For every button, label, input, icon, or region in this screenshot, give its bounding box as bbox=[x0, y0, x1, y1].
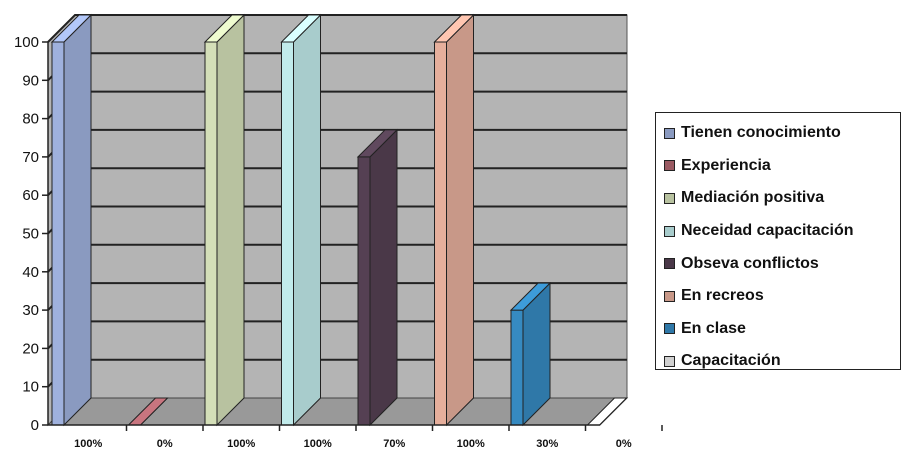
x-tick-label: 70% bbox=[383, 438, 405, 449]
bar-side bbox=[369, 128, 398, 427]
bar bbox=[509, 281, 552, 427]
legend-label: En clase bbox=[681, 319, 746, 337]
y-tick-label: 70 bbox=[22, 149, 39, 166]
legend-item: Experiencia bbox=[664, 150, 900, 183]
legend-item: Mediación positiva bbox=[664, 182, 900, 215]
legend-label: Capacitación bbox=[681, 352, 781, 370]
legend-label: Tienen conocimiento bbox=[681, 124, 841, 142]
bar-side bbox=[293, 13, 321, 427]
legend-item: Obseva conflictos bbox=[664, 247, 900, 280]
y-tick-label: 30 bbox=[22, 302, 39, 319]
x-tick-label: 100% bbox=[457, 438, 485, 449]
legend-item: En clase bbox=[664, 313, 900, 346]
y-tick-label: 50 bbox=[22, 226, 39, 243]
bar-side bbox=[63, 13, 92, 427]
bar-front bbox=[510, 309, 524, 426]
x-tick-label: 100% bbox=[74, 438, 102, 449]
bar bbox=[203, 13, 246, 427]
legend-swatch bbox=[664, 355, 675, 367]
chart-bars bbox=[50, 13, 628, 427]
x-tick-label: 0% bbox=[157, 438, 173, 449]
y-tick-label: 60 bbox=[22, 187, 39, 204]
legend-swatch bbox=[664, 160, 675, 172]
legend-label: En recreos bbox=[681, 287, 764, 305]
y-tick-label: 20 bbox=[22, 340, 39, 357]
bar bbox=[433, 13, 475, 427]
legend-swatch bbox=[664, 323, 675, 335]
bar-side bbox=[216, 13, 245, 427]
bar bbox=[50, 13, 93, 427]
legend-swatch bbox=[664, 225, 675, 237]
legend-label: Obseva conflictos bbox=[681, 254, 819, 272]
legend-item: Neceidad capacitación bbox=[664, 215, 900, 248]
chart-legend: Tienen conocimiento Experiencia Mediació… bbox=[655, 112, 901, 370]
bar-top bbox=[433, 14, 475, 43]
bar bbox=[356, 128, 399, 427]
x-tick-label: 30% bbox=[536, 438, 558, 449]
x-tick-label: 100% bbox=[304, 438, 332, 449]
legend-item: Capacitación bbox=[664, 345, 900, 378]
bar-top bbox=[203, 14, 246, 43]
bar-front bbox=[204, 41, 218, 426]
legend-item: Tienen conocimiento bbox=[664, 117, 900, 150]
legend-label: Experiencia bbox=[681, 156, 771, 174]
legend-swatch bbox=[664, 127, 675, 139]
y-tick-label: 10 bbox=[22, 379, 39, 396]
legend-label: Neceidad capacitación bbox=[681, 222, 854, 240]
bar-front bbox=[357, 156, 371, 426]
bar-top bbox=[50, 14, 93, 43]
y-tick-label: 0 bbox=[31, 417, 39, 434]
chart-axis: 0 10 20 30 40 50 60 70 80 90 100 100% 0% 100% 100% 70% 1… bbox=[14, 34, 663, 449]
x-tick-label: 0% bbox=[616, 438, 632, 449]
y-tick-label: 80 bbox=[22, 111, 39, 128]
bar bbox=[280, 13, 322, 427]
legend-swatch bbox=[664, 192, 675, 204]
y-tick-label: 90 bbox=[22, 72, 39, 89]
y-tick-label: 40 bbox=[22, 264, 39, 281]
y-tick-label: 100 bbox=[14, 34, 39, 51]
bar-front bbox=[434, 41, 447, 426]
legend-label: Mediación positiva bbox=[681, 189, 825, 207]
x-tick-label: 100% bbox=[227, 438, 255, 449]
gridline bbox=[47, 14, 627, 43]
bar-top bbox=[509, 282, 552, 311]
bar-top bbox=[280, 14, 322, 43]
bar-front bbox=[281, 41, 294, 426]
bar-side bbox=[446, 13, 474, 427]
bar-top bbox=[356, 129, 399, 158]
legend-swatch bbox=[664, 258, 675, 270]
legend-item: En recreos bbox=[664, 280, 900, 313]
bar-front bbox=[51, 41, 65, 426]
legend-swatch bbox=[664, 290, 675, 302]
